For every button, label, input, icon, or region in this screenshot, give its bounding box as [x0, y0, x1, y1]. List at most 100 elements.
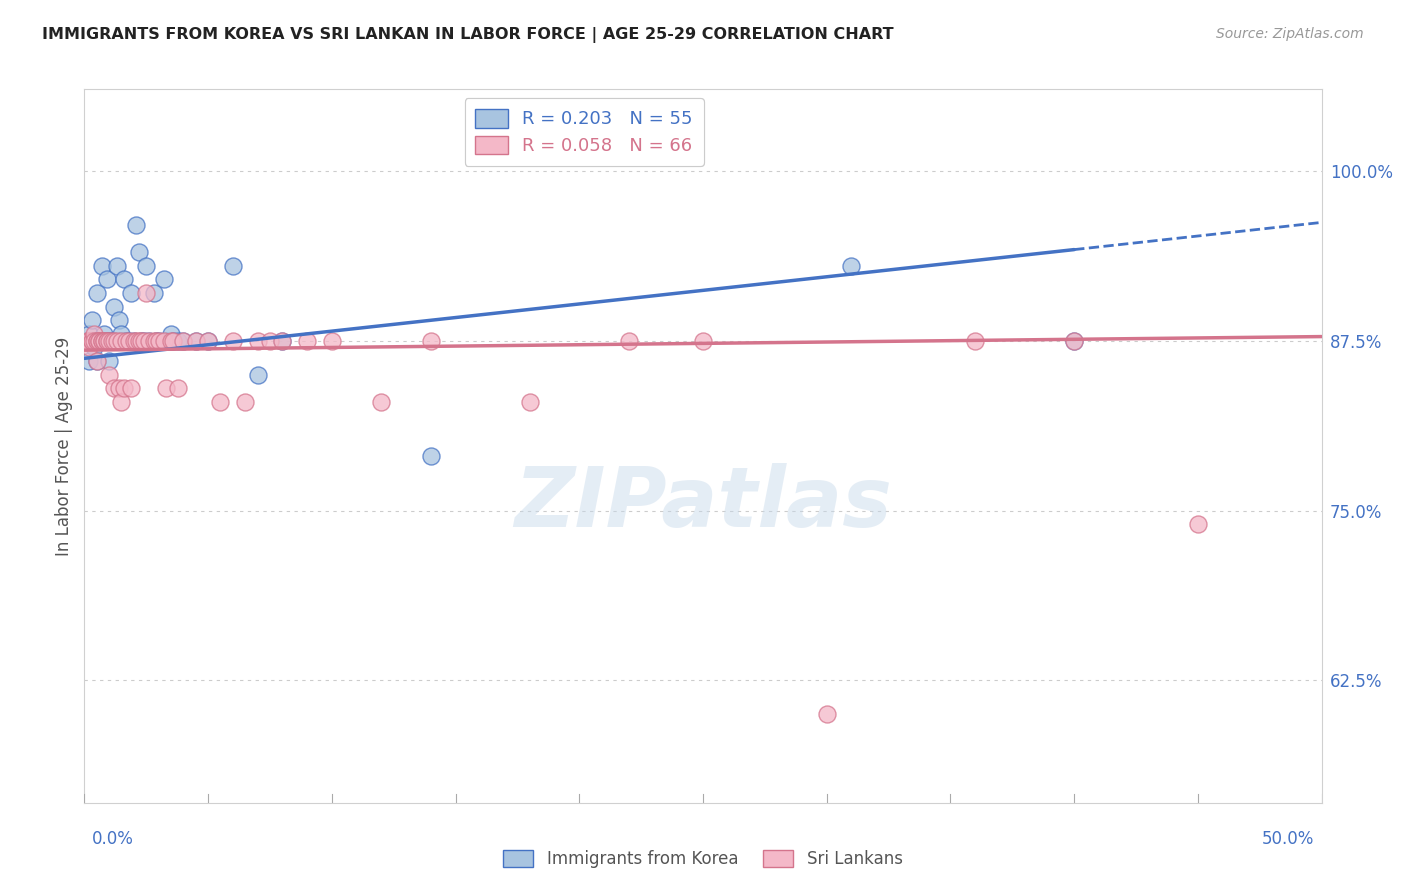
- Point: [115, 334, 138, 348]
- Point: [295, 334, 318, 348]
- Text: 50.0%: 50.0%: [1263, 830, 1315, 847]
- Y-axis label: In Labor Force | Age 25-29: In Labor Force | Age 25-29: [55, 336, 73, 556]
- Point: [167, 381, 190, 395]
- Point: [115, 334, 138, 348]
- Point: [110, 334, 132, 348]
- Point: [90, 334, 112, 348]
- Point: [112, 272, 135, 286]
- Point: [90, 334, 112, 348]
- Point: [96, 334, 118, 348]
- Point: [80, 334, 103, 348]
- Point: [96, 334, 118, 348]
- Point: [162, 334, 184, 348]
- Point: [142, 286, 165, 301]
- Point: [152, 334, 174, 348]
- Point: [160, 326, 183, 341]
- Text: IMMIGRANTS FROM KOREA VS SRI LANKAN IN LABOR FORCE | AGE 25-29 CORRELATION CHART: IMMIGRANTS FROM KOREA VS SRI LANKAN IN L…: [42, 27, 894, 43]
- Point: [103, 334, 125, 348]
- Point: [142, 334, 165, 348]
- Point: [370, 394, 392, 409]
- Point: [80, 334, 103, 348]
- Point: [86, 334, 108, 348]
- Point: [79, 334, 101, 348]
- Point: [96, 334, 118, 348]
- Point: [138, 334, 160, 348]
- Point: [233, 394, 256, 409]
- Point: [132, 334, 155, 348]
- Point: [965, 334, 987, 348]
- Point: [167, 334, 190, 348]
- Point: [120, 381, 142, 395]
- Point: [79, 354, 101, 368]
- Point: [96, 272, 118, 286]
- Point: [132, 334, 155, 348]
- Point: [90, 334, 112, 348]
- Point: [815, 707, 838, 722]
- Point: [122, 334, 145, 348]
- Point: [222, 259, 245, 273]
- Point: [129, 334, 152, 348]
- Point: [120, 286, 142, 301]
- Point: [86, 354, 108, 368]
- Point: [184, 334, 207, 348]
- Point: [419, 334, 441, 348]
- Point: [152, 272, 174, 286]
- Point: [135, 286, 157, 301]
- Point: [222, 334, 245, 348]
- Point: [79, 341, 101, 355]
- Point: [125, 334, 148, 348]
- Point: [271, 334, 294, 348]
- Point: [76, 334, 98, 348]
- Point: [89, 334, 111, 348]
- Point: [128, 334, 150, 348]
- Point: [197, 334, 219, 348]
- Point: [79, 326, 101, 341]
- Point: [419, 449, 441, 463]
- Point: [100, 334, 122, 348]
- Point: [103, 381, 125, 395]
- Point: [1187, 517, 1209, 532]
- Point: [148, 334, 170, 348]
- Point: [86, 334, 108, 348]
- Point: [98, 334, 121, 348]
- Point: [155, 381, 177, 395]
- Point: [89, 334, 111, 348]
- Point: [246, 334, 269, 348]
- Point: [83, 334, 105, 348]
- Point: [83, 334, 105, 348]
- Point: [128, 245, 150, 260]
- Point: [259, 334, 281, 348]
- Point: [138, 334, 160, 348]
- Point: [110, 394, 132, 409]
- Point: [519, 394, 541, 409]
- Point: [129, 334, 152, 348]
- Point: [105, 259, 128, 273]
- Point: [162, 334, 184, 348]
- Point: [89, 334, 111, 348]
- Point: [172, 334, 194, 348]
- Point: [125, 218, 148, 232]
- Point: [90, 259, 112, 273]
- Point: [86, 334, 108, 348]
- Point: [617, 334, 640, 348]
- Point: [86, 286, 108, 301]
- Point: [841, 259, 863, 273]
- Point: [93, 334, 115, 348]
- Point: [86, 354, 108, 368]
- Point: [98, 334, 121, 348]
- Point: [172, 334, 194, 348]
- Point: [135, 259, 157, 273]
- Text: 0.0%: 0.0%: [91, 830, 134, 847]
- Point: [89, 334, 111, 348]
- Point: [110, 334, 132, 348]
- Point: [110, 326, 132, 341]
- Point: [76, 334, 98, 348]
- Point: [160, 334, 183, 348]
- Point: [1063, 334, 1085, 348]
- Point: [108, 313, 131, 327]
- Point: [692, 334, 714, 348]
- Point: [93, 334, 115, 348]
- Point: [155, 334, 177, 348]
- Point: [93, 334, 115, 348]
- Point: [246, 368, 269, 382]
